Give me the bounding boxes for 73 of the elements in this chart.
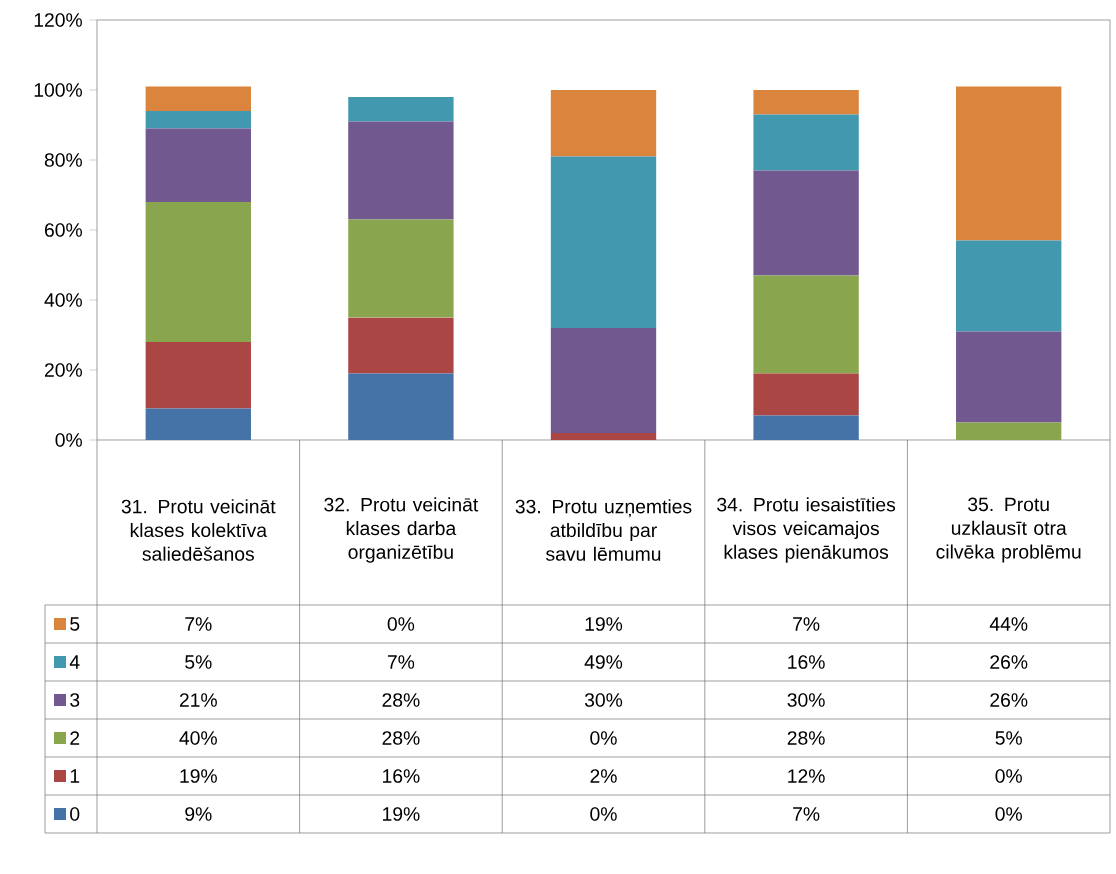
x-tick-label: 33. Protu uzņemties atbildību par savu lēmumu xyxy=(515,499,692,561)
data-label: 49% xyxy=(584,655,623,669)
x-tick-label: 32. Protu veicināt klases darba organizētību xyxy=(324,497,479,563)
data-label: 19% xyxy=(383,807,420,821)
data-label: 30% xyxy=(584,693,623,707)
data-label: 28% xyxy=(382,731,420,745)
data-label: 0% xyxy=(590,807,617,821)
bar xyxy=(145,342,251,409)
bar xyxy=(145,408,251,440)
bar xyxy=(550,433,657,440)
bar xyxy=(753,114,859,171)
bar xyxy=(348,97,454,122)
bar xyxy=(956,331,1062,423)
data-label: 44% xyxy=(989,617,1028,631)
bar xyxy=(550,90,657,157)
bar xyxy=(753,415,859,440)
bar xyxy=(753,170,859,276)
bar xyxy=(145,111,251,129)
bar xyxy=(753,275,859,374)
bar xyxy=(753,373,859,416)
legend-label: 0 xyxy=(70,807,80,821)
data-label: 19% xyxy=(180,769,217,783)
data-label: 16% xyxy=(788,655,825,669)
bar xyxy=(145,202,251,342)
bar xyxy=(348,317,454,374)
legend-label: 1 xyxy=(70,769,80,783)
data-label: 7% xyxy=(793,617,820,631)
y-tick-label: 80% xyxy=(44,153,82,167)
data-label: 0% xyxy=(995,807,1022,821)
data-label: 0% xyxy=(590,731,617,745)
data-label: 21% xyxy=(179,693,217,707)
data-label: 7% xyxy=(387,655,415,669)
x-tick-label: 35. Protu uzklausīt otra cilvēka problēmu xyxy=(936,497,1081,563)
data-label: 26% xyxy=(990,655,1028,669)
bar xyxy=(145,128,251,202)
bar xyxy=(348,373,454,440)
data-label: 7% xyxy=(185,617,212,631)
legend-label: 4 xyxy=(69,655,80,669)
data-label: 28% xyxy=(787,731,825,745)
data-label: 0% xyxy=(995,769,1022,783)
data-label: 0% xyxy=(387,617,415,631)
bar xyxy=(956,422,1062,440)
y-tick-label: 60% xyxy=(45,223,82,237)
data-label: 5% xyxy=(995,731,1022,745)
bar xyxy=(956,240,1062,332)
bar xyxy=(550,328,657,433)
bar xyxy=(550,156,657,328)
y-tick-label: 20% xyxy=(44,363,82,377)
legend-label: 2 xyxy=(70,731,80,745)
data-label: 12% xyxy=(788,769,825,783)
data-label: 40% xyxy=(179,731,217,745)
data-label: 28% xyxy=(382,693,420,707)
y-tick-label: 100% xyxy=(34,83,82,97)
bar xyxy=(348,121,454,220)
x-tick-label: 31. Protu veicināt klases kolektīva saliedēšanos xyxy=(121,499,276,561)
data-label: 19% xyxy=(585,617,623,631)
bar xyxy=(956,86,1062,241)
data-label: 16% xyxy=(383,769,420,783)
bar xyxy=(145,86,251,111)
legend-label: 3 xyxy=(70,693,80,707)
data-label: 9% xyxy=(185,807,212,821)
y-tick-label: 0% xyxy=(55,433,82,447)
bar xyxy=(753,90,859,115)
data-label: 7% xyxy=(793,807,820,821)
bar xyxy=(348,219,454,318)
data-label: 26% xyxy=(990,693,1028,707)
y-tick-label: 40% xyxy=(44,293,82,307)
data-label: 2% xyxy=(590,769,617,783)
y-tick-label: 120% xyxy=(34,13,82,27)
data-label: 5% xyxy=(185,655,212,669)
legend-label: 5 xyxy=(70,617,80,631)
x-tick-label: 34. Protu iesaistīties visos veicamajos klases pienākumos xyxy=(717,497,896,563)
data-label: 30% xyxy=(787,693,825,707)
